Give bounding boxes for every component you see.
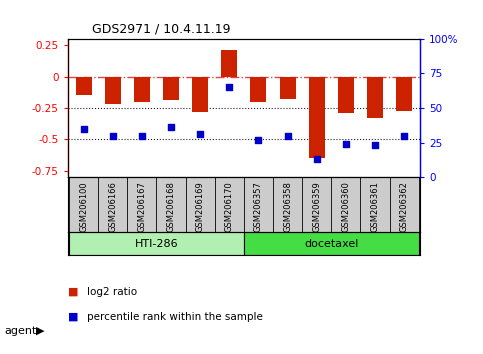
Text: GSM206168: GSM206168 [167,182,175,232]
Bar [280,76,296,99]
Point [197,131,204,137]
Text: GSM206169: GSM206169 [196,182,205,232]
Text: GDS2971 / 10.4.11.19: GDS2971 / 10.4.11.19 [92,22,230,35]
Bar [76,76,92,96]
Point [167,125,175,130]
Text: docetaxel: docetaxel [304,239,358,249]
Point [138,133,146,138]
Bar [69,232,244,255]
Bar [396,76,412,110]
Text: GSM206357: GSM206357 [254,182,263,232]
Text: ▶: ▶ [36,326,45,336]
Text: GSM206167: GSM206167 [138,182,146,232]
Bar [244,232,419,255]
Point [109,133,117,138]
Point [255,137,262,143]
Bar [309,76,325,158]
Text: percentile rank within the sample: percentile rank within the sample [87,312,263,322]
Text: GSM206170: GSM206170 [225,182,234,232]
Text: GSM206100: GSM206100 [79,182,88,232]
Bar [134,76,150,102]
Point [400,133,408,138]
Bar [251,76,267,102]
Text: agent: agent [5,326,37,336]
Bar [367,76,383,118]
Point [226,85,233,90]
Bar [163,76,179,101]
Point [342,141,350,147]
Point [371,142,379,148]
Text: HTI-286: HTI-286 [135,239,178,249]
Text: GSM206358: GSM206358 [283,182,292,232]
Text: GSM206360: GSM206360 [341,182,350,232]
Bar [338,76,354,113]
Bar [221,50,237,76]
Bar [192,76,208,112]
Point [313,156,321,162]
Text: ■: ■ [68,287,78,297]
Text: ■: ■ [68,312,78,322]
Point [80,126,87,132]
Text: GSM206361: GSM206361 [370,182,380,232]
Text: GSM206359: GSM206359 [313,182,321,232]
Bar [105,76,121,104]
Text: log2 ratio: log2 ratio [87,287,137,297]
Point [284,133,291,138]
Text: GSM206362: GSM206362 [400,182,409,232]
Text: GSM206166: GSM206166 [108,182,117,232]
